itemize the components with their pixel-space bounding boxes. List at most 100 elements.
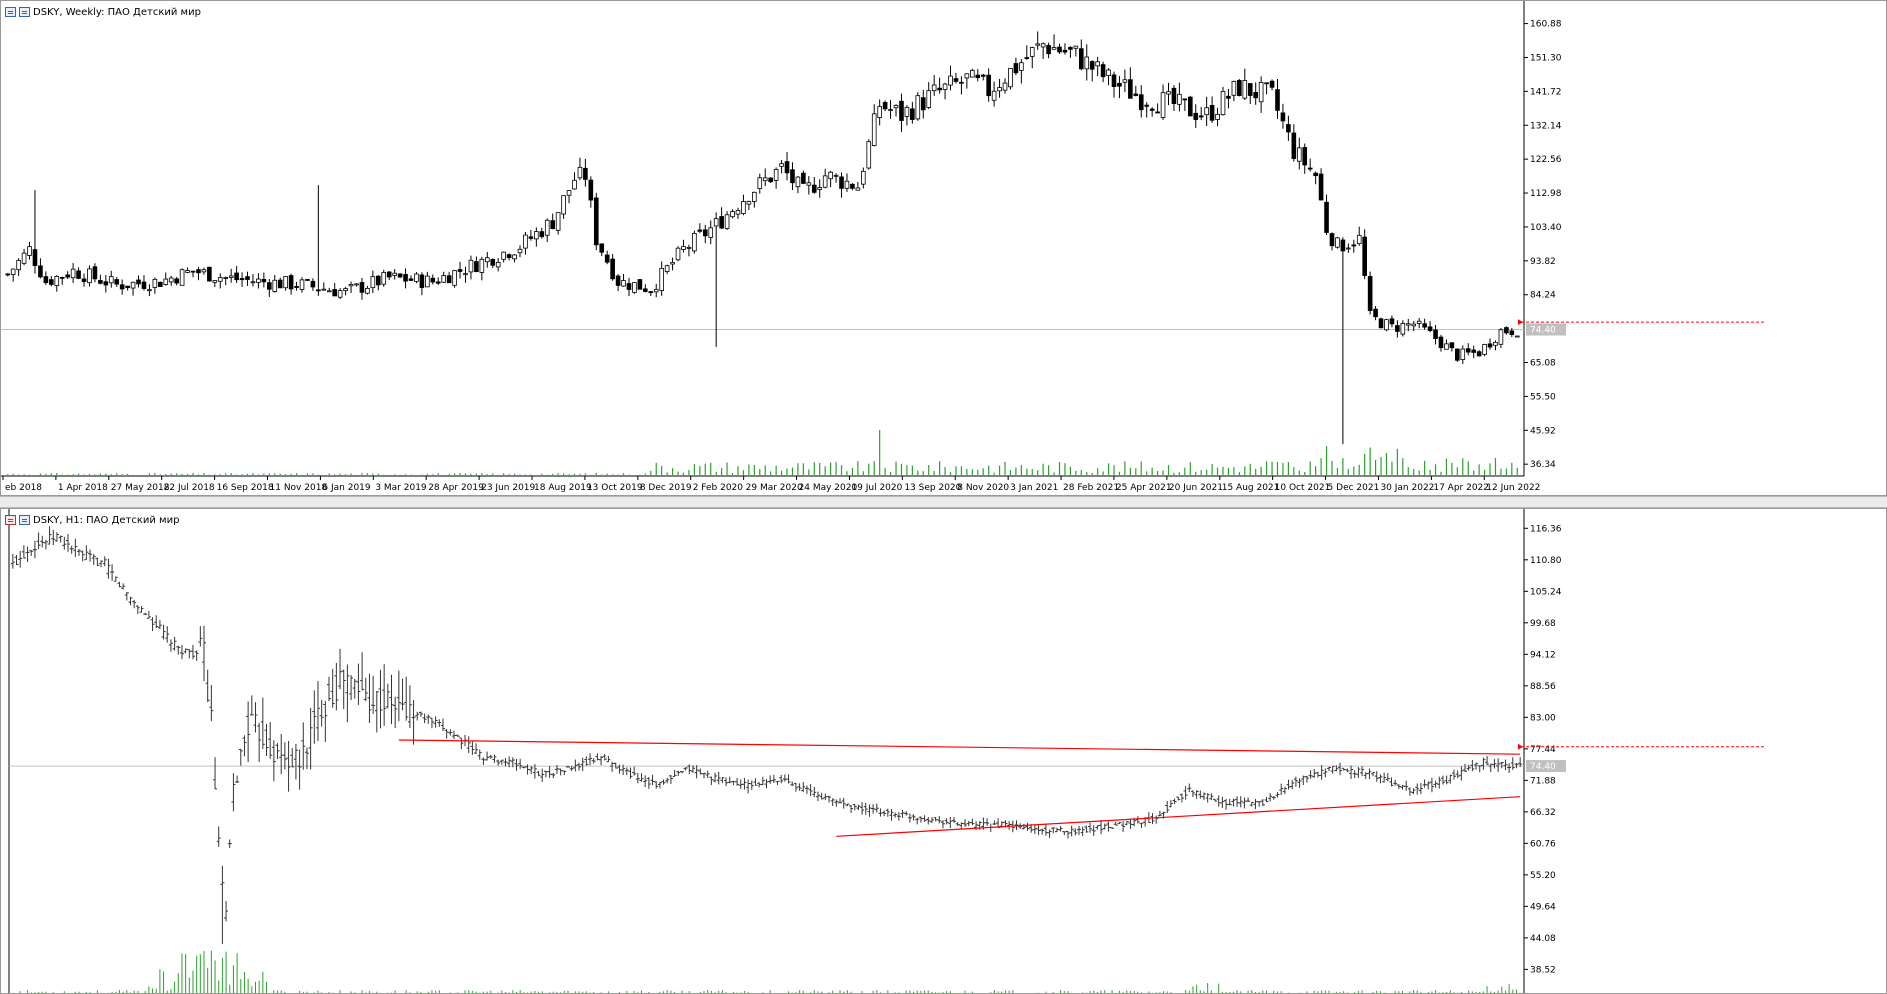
candle-bear [539, 231, 545, 238]
candle-bull [414, 273, 419, 282]
candle-bull [681, 246, 686, 250]
candle-bull [762, 177, 768, 182]
candle-bull [970, 69, 975, 78]
price-label: 36.34 [1530, 460, 1556, 470]
price-label: 49.64 [1530, 902, 1556, 912]
candle-bull [904, 106, 910, 117]
candle-bear [1068, 46, 1073, 50]
time-label: 29 Mar 2020 [746, 483, 803, 493]
chart-window-icon[interactable] [5, 7, 16, 17]
candle-bull [888, 109, 893, 111]
candle-bear [920, 97, 926, 111]
candle-bear [457, 269, 463, 272]
candle-bear [1155, 111, 1160, 114]
candle-bull [201, 269, 207, 273]
candle-bull [544, 219, 550, 236]
candle-bull [877, 106, 882, 118]
candle-bull [1405, 323, 1411, 326]
candle-bull [1384, 319, 1389, 331]
candle-bull [1356, 234, 1362, 245]
candle-bull [822, 175, 828, 188]
weekly-chart-window[interactable]: DSKY, Weekly: ПАО Детский мир 160.88 151.… [0, 0, 1887, 496]
price-label: 160.88 [1530, 20, 1562, 30]
window-splitter[interactable] [0, 496, 1887, 508]
candle-bear [207, 266, 212, 282]
candle-bull [1335, 237, 1340, 248]
candle-bull [1482, 344, 1487, 355]
candle-bear [1089, 61, 1095, 70]
candle-bear [1340, 239, 1346, 252]
candle-bull [299, 279, 305, 290]
candle-bull [1095, 61, 1100, 67]
candle-bull [10, 268, 16, 275]
candle-bull [517, 248, 523, 254]
candle-bear [1264, 82, 1269, 85]
bars-chart-icon[interactable] [19, 515, 30, 525]
candle-bear [839, 176, 844, 189]
price-label: 83.00 [1530, 713, 1556, 723]
candle-bull [741, 201, 746, 214]
candle-bear [1198, 115, 1204, 118]
candle-bear [719, 216, 724, 229]
current-price-label-bg [1526, 323, 1566, 336]
candle-bull [468, 259, 474, 273]
candle-bear [1422, 323, 1427, 328]
price-label: 38.52 [1530, 965, 1556, 975]
candle-bear [697, 229, 703, 232]
candle-bear [1307, 167, 1313, 170]
time-label: 10 Oct 2021 [1275, 483, 1331, 493]
candle-bull [495, 261, 501, 268]
candle-bull [730, 211, 735, 218]
candle-bear [43, 276, 49, 284]
time-label: 8 Dec 2019 [640, 483, 692, 493]
chart-window-icon[interactable] [5, 515, 16, 525]
candle-bull [337, 290, 343, 298]
candle-bear [1237, 79, 1242, 96]
candle-bear [397, 273, 403, 278]
candle-bear [261, 278, 267, 283]
current-price-label: 74.40 [1530, 326, 1556, 336]
candle-bear [702, 229, 708, 237]
candle-bear [615, 275, 621, 286]
candle-bear [1465, 348, 1471, 353]
candle-bull [365, 288, 370, 294]
candle-bear [1193, 112, 1199, 120]
candle-bull [871, 113, 877, 146]
price-arrow-icon [1518, 319, 1523, 326]
hourly-bar-chart[interactable]: 116.36 110.80 105.24 99.68 94.12 88.56 83.00 77… [1, 509, 1887, 994]
candle-bull [866, 141, 872, 169]
candle-bear [1062, 49, 1068, 53]
time-label: 5 Dec 2021 [1328, 483, 1380, 493]
candle-bear [174, 278, 179, 284]
candle-bull [256, 278, 261, 283]
candle-bull [779, 163, 784, 167]
candles-chart-icon[interactable] [19, 7, 30, 17]
weekly-candlestick-chart[interactable]: 160.88 151.30 141.72 132.14 122.56 112.98 103.… [1, 1, 1887, 496]
candle-bull [452, 270, 457, 286]
hourly-chart-window[interactable]: DSKY, H1: ПАО Детский мир 116.36 110.80 10… [0, 508, 1887, 994]
candle-bear [599, 243, 605, 253]
candle-bull [1040, 43, 1046, 48]
price-arrow-icon [1518, 743, 1523, 750]
candle-bear [1367, 276, 1373, 312]
candle-bear [1476, 351, 1482, 357]
candle-bear [1209, 105, 1215, 121]
candle-bull [1166, 91, 1171, 95]
candle-bull [463, 273, 468, 276]
candle-bull [392, 272, 397, 276]
candle-bull [806, 182, 812, 186]
price-label: 132.14 [1530, 121, 1562, 131]
candle-bull [1416, 320, 1422, 324]
candle-bear [1389, 318, 1395, 325]
time-label: 20 Jun 2021 [1169, 483, 1223, 493]
candle-bull [572, 179, 577, 190]
time-label: 24 May 2020 [799, 483, 858, 493]
candle-bull [773, 169, 779, 181]
candle-bull [577, 166, 583, 179]
candle-bull [1400, 323, 1406, 335]
candle-bull [1177, 93, 1182, 105]
candle-bear [959, 81, 964, 84]
candle-bull [283, 276, 288, 289]
candle-bear [114, 279, 120, 285]
candle-bull [1019, 62, 1024, 71]
